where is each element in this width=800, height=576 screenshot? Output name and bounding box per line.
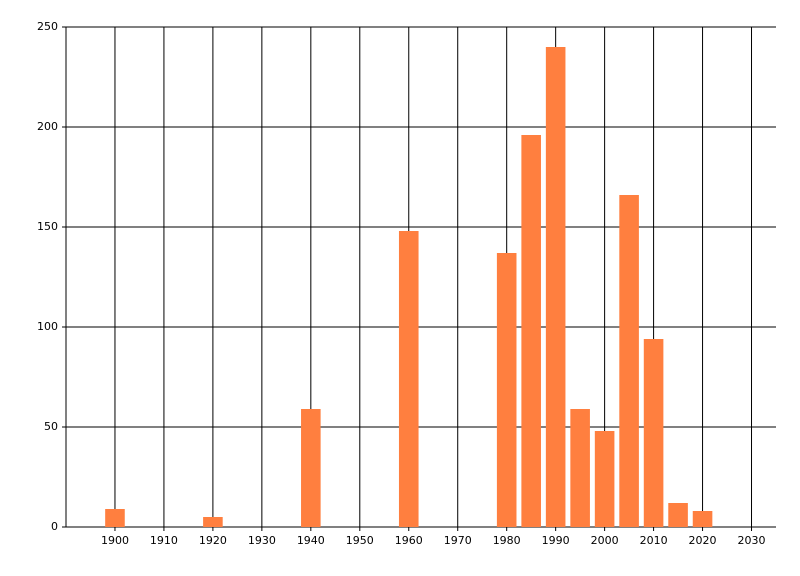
y-tick-label: 200 bbox=[37, 120, 58, 133]
y-tick-label: 100 bbox=[37, 320, 58, 333]
bar bbox=[301, 409, 321, 527]
x-tick-label: 1980 bbox=[493, 534, 521, 547]
x-tick-label: 1970 bbox=[444, 534, 472, 547]
x-tick-label: 2000 bbox=[591, 534, 619, 547]
y-tick-label: 0 bbox=[51, 520, 58, 533]
bar bbox=[496, 253, 517, 527]
x-tick-label: 1990 bbox=[542, 534, 570, 547]
bar bbox=[105, 509, 125, 527]
y-tick-label: 150 bbox=[37, 220, 58, 233]
bar bbox=[692, 511, 713, 527]
bar bbox=[203, 517, 223, 527]
x-tick-label: 1920 bbox=[199, 534, 227, 547]
bar bbox=[521, 135, 541, 527]
bar bbox=[643, 339, 664, 527]
x-tick-label: 1930 bbox=[248, 534, 276, 547]
bar bbox=[545, 47, 566, 527]
y-tick-label: 250 bbox=[37, 20, 58, 33]
bar bbox=[594, 431, 615, 527]
x-tick-label: 1960 bbox=[395, 534, 423, 547]
x-tick-label: 2030 bbox=[738, 534, 766, 547]
bar bbox=[668, 503, 688, 527]
bar bbox=[619, 195, 639, 527]
x-tick-label: 1910 bbox=[150, 534, 178, 547]
x-tick-label: 1940 bbox=[297, 534, 325, 547]
bar bbox=[570, 409, 590, 527]
x-tick-label: 2020 bbox=[689, 534, 717, 547]
x-tick-label: 2010 bbox=[640, 534, 668, 547]
y-tick-label: 50 bbox=[44, 420, 58, 433]
bar bbox=[398, 231, 419, 527]
x-tick-label: 1900 bbox=[101, 534, 129, 547]
x-tick-label: 1950 bbox=[346, 534, 374, 547]
